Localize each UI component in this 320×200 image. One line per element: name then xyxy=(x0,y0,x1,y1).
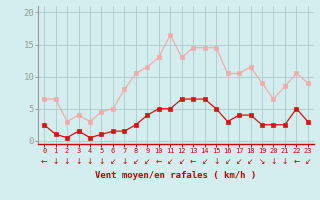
Text: ↓: ↓ xyxy=(282,157,288,166)
Text: ↓: ↓ xyxy=(270,157,277,166)
Text: ↓: ↓ xyxy=(52,157,59,166)
Text: ↓: ↓ xyxy=(75,157,82,166)
Text: ↓: ↓ xyxy=(213,157,219,166)
Text: ↓: ↓ xyxy=(64,157,70,166)
X-axis label: Vent moyen/en rafales ( km/h ): Vent moyen/en rafales ( km/h ) xyxy=(95,171,257,180)
Text: ←: ← xyxy=(156,157,162,166)
Text: ↘: ↘ xyxy=(259,157,265,166)
Text: ↙: ↙ xyxy=(305,157,311,166)
Text: ↓: ↓ xyxy=(98,157,105,166)
Text: ↙: ↙ xyxy=(167,157,173,166)
Text: ↓: ↓ xyxy=(121,157,128,166)
Text: ↙: ↙ xyxy=(133,157,139,166)
Text: ↙: ↙ xyxy=(110,157,116,166)
Text: ↙: ↙ xyxy=(179,157,185,166)
Text: ↙: ↙ xyxy=(202,157,208,166)
Text: ↓: ↓ xyxy=(87,157,93,166)
Text: ↙: ↙ xyxy=(224,157,231,166)
Text: ↙: ↙ xyxy=(247,157,254,166)
Text: ←: ← xyxy=(190,157,196,166)
Text: ←: ← xyxy=(41,157,47,166)
Text: ↙: ↙ xyxy=(144,157,150,166)
Text: ←: ← xyxy=(293,157,300,166)
Text: ↙: ↙ xyxy=(236,157,242,166)
